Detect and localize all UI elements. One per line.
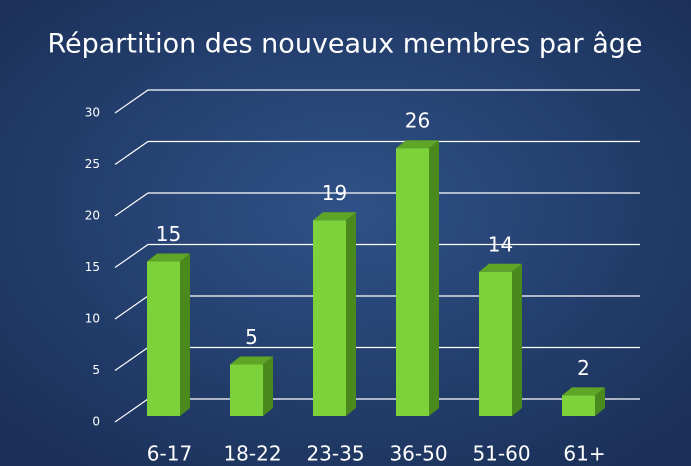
x-tick-label: 61+ [563,442,605,466]
y-tick-label: 5 [92,363,100,377]
bar [313,212,356,416]
bar-front [313,220,346,416]
bar [562,387,605,416]
y-tick-label: 15 [85,260,100,274]
bar-side [346,212,356,416]
bar-front [230,364,263,416]
grid-line [114,243,640,268]
grid-line [114,89,640,114]
bar-top [313,212,356,221]
data-label: 14 [488,232,513,256]
bar-front [479,271,512,416]
bar-top [147,253,190,262]
grid-line [114,192,640,217]
y-tick-label: 0 [92,415,100,429]
bar [230,356,273,416]
x-tick-label: 23-35 [306,442,364,466]
bar [396,140,439,416]
x-tick-label: 18-22 [223,442,281,466]
bar-front [147,261,180,416]
y-tick-label: 10 [85,312,100,326]
y-tick-label: 20 [85,209,100,223]
x-tick-label: 51-60 [472,442,530,466]
bar [479,263,522,416]
bar-side [429,140,439,416]
data-label: 5 [245,325,258,349]
bar-side [180,253,190,416]
bar-side [512,263,522,416]
data-label: 2 [577,356,590,380]
y-tick-label: 30 [85,106,100,120]
data-label: 15 [156,222,181,246]
bar-top [396,140,439,149]
bar-top [562,387,605,396]
bar-side [595,387,605,416]
bar [147,253,190,416]
x-tick-label: 6-17 [147,442,192,466]
grid-line [114,140,640,165]
chart-title: Répartition des nouveaux membres par âge [47,29,642,60]
bar-side [263,356,273,416]
data-label: 26 [405,109,430,133]
bar-front [396,148,429,416]
bar-top [479,263,522,272]
x-tick-label: 36-50 [389,442,447,466]
y-tick-label: 25 [85,157,100,171]
data-label: 19 [322,181,347,205]
bar-top [230,356,273,365]
bar-front [562,395,595,416]
